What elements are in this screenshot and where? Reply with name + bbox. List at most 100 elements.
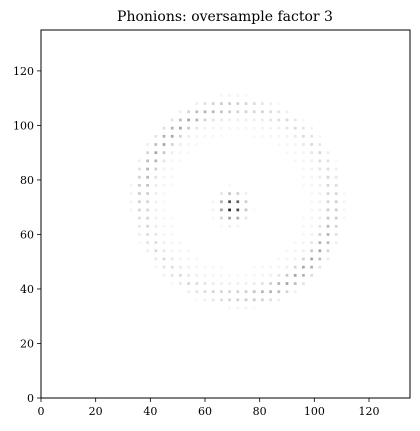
heatmap-cell [318,265,322,269]
heatmap-cell [138,192,141,195]
heatmap-cell [302,233,305,236]
heatmap-cell [179,265,182,269]
heatmap-cell [261,273,264,277]
heatmap-cell [252,126,256,130]
heatmap-cell [195,257,199,261]
heatmap-cell [244,273,248,277]
heatmap-cell [261,102,264,105]
heatmap-cell [302,126,305,130]
heatmap-cell [293,134,297,138]
heatmap-cell [146,167,149,171]
heatmap-cell [236,118,240,122]
heatmap-cell [293,241,297,244]
heatmap-cell [318,216,322,220]
heatmap-cell [138,241,141,244]
heatmap-cell [252,265,256,269]
heatmap-cell [326,184,330,187]
heatmap-cell [326,159,330,163]
heatmap-cell [334,175,338,179]
heatmap-cell [162,200,166,204]
heatmap-cell [252,298,256,302]
heatmap-cell [195,102,199,105]
heatmap-cell [154,184,158,187]
heatmap-cell [261,298,264,302]
heatmap-cell [220,224,223,228]
heatmap-cell [179,134,182,138]
heatmap-cell [293,273,297,277]
heatmap-cell [138,208,141,212]
heatmap-cell [310,159,313,163]
heatmap-cell [277,265,281,269]
heatmap-cell [269,265,272,269]
heatmap-cell [228,110,231,114]
heatmap-cell [195,134,199,138]
heatmap-cell [203,118,207,122]
heatmap-cell [269,110,272,114]
heatmap-cell [146,233,149,236]
heatmap-cell [179,159,182,163]
heatmap-cell [334,241,338,244]
heatmap-cell [310,134,313,138]
heatmap-cell [203,102,207,105]
heatmap-cell [211,200,215,204]
heatmap-cell [244,208,248,212]
heatmap-cell [252,118,256,122]
heatmap-cell [310,151,313,155]
heatmap-cell [318,224,322,228]
heatmap-cell [203,290,207,294]
heatmap-cell [318,143,322,146]
heatmap-cell [220,216,223,220]
heatmap-cell [170,273,174,277]
heatmap-cell [318,192,322,195]
heatmap-cell [228,200,231,204]
heatmap-cell [170,249,174,253]
heatmap-cell [162,167,166,171]
heatmap-cell [318,233,322,236]
heatmap-cell [285,151,289,155]
heatmap-cell [179,273,182,277]
heatmap-cell [228,102,231,105]
heatmap-cell [285,134,289,138]
heatmap-cell [310,249,313,253]
heatmap-cell [195,265,199,269]
heatmap-cell [277,126,281,130]
heatmap-cell [318,200,322,204]
heatmap-cell [310,192,313,195]
heatmap-cell [228,306,231,310]
heatmap-cell [236,126,240,130]
heatmap-cell [334,184,338,187]
heatmap-cell [220,102,223,105]
heatmap-cell [310,241,313,244]
heatmap-cell [310,265,313,269]
x-axis: 0 20 40 60 80 100 120 [38,398,380,418]
heatmap-cell [154,233,158,236]
heatmap-cell [187,273,190,277]
heatmap-cell [162,241,166,244]
heatmap-cell [318,184,322,187]
heatmap-cell [310,224,313,228]
heatmap-cell [162,126,166,130]
heatmap-cell [310,200,313,204]
x-tick-label: 40 [143,405,157,418]
heatmap-cell [211,298,215,302]
heatmap-cell [236,208,240,212]
heatmap-cell [203,126,207,130]
heatmap-cell [146,192,149,195]
heatmap-cell [220,134,223,138]
heatmap-cell [154,249,158,253]
heatmap-cell [343,192,346,195]
heatmap-cell [228,208,231,212]
heatmap-cell [203,298,207,302]
heatmap-cell [146,151,149,155]
heatmap-cell [252,102,256,105]
heatmap-cell [285,110,289,114]
heatmap-cell [326,208,330,212]
heatmap-cell [195,110,199,114]
heatmap-cell [170,233,174,236]
heatmap-cell [154,134,158,138]
heatmap-cell [261,126,264,130]
heatmap-cell [162,192,166,195]
heatmap-cell [211,102,215,105]
heatmap-cell [179,110,182,114]
heatmap-cell [236,224,240,228]
